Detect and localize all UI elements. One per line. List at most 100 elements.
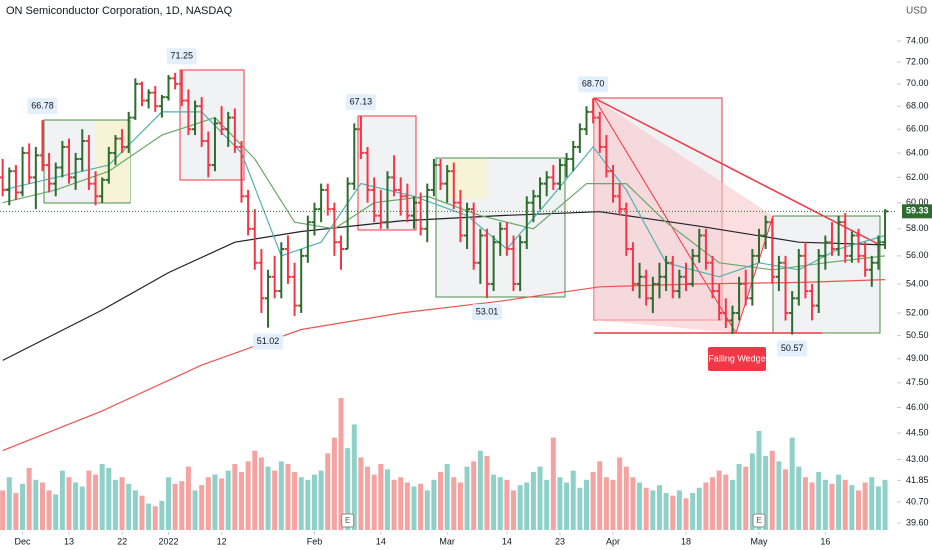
volume-bar [610, 479, 616, 530]
volume-bar [537, 466, 543, 530]
volume-bar [769, 450, 775, 530]
ohlc-bar [238, 140, 245, 203]
last-price-label: 59.33 [906, 206, 929, 216]
price-label-box [471, 304, 502, 321]
ohlc-bar [789, 291, 796, 335]
volume-bar [656, 485, 662, 530]
volume-bar [643, 487, 649, 530]
ohlc-bar [537, 177, 544, 210]
chart-title: ON Semiconductor Corporation, 1D, NASDAQ [6, 5, 233, 17]
x-tick-label: Feb [307, 536, 323, 546]
volume-bar [126, 483, 132, 530]
moving-average-line [2, 279, 886, 452]
price-label-box [27, 98, 58, 115]
volume-bar [544, 479, 550, 530]
volume-bar [650, 490, 656, 530]
volume-bar [245, 461, 251, 530]
ohlc-bar [570, 140, 577, 172]
price-label-box [253, 333, 284, 350]
volume-bar [783, 469, 789, 530]
ohlc-bar [616, 183, 623, 216]
volume-bar [305, 479, 311, 530]
volume-bar [20, 483, 26, 530]
volume-bar [471, 461, 477, 530]
ohlc-bar [556, 158, 563, 190]
volume-bar [185, 466, 191, 530]
volume-bar [39, 482, 45, 530]
volume-bar [564, 482, 570, 530]
y-tick-label: 72.00 [906, 56, 929, 66]
moving-average-line [2, 211, 886, 361]
ohlc-bar [417, 192, 424, 236]
volume-bar [318, 470, 324, 530]
volume-bar [457, 482, 463, 530]
volume-bar [670, 495, 676, 530]
ohlc-bar [643, 269, 650, 306]
last-price-box [902, 204, 932, 219]
ohlc-bar [882, 209, 889, 250]
volume-bar [557, 477, 563, 530]
x-tick-label: 23 [555, 536, 565, 546]
ohlc-bar [92, 171, 99, 206]
ohlc-bar [32, 146, 39, 210]
y-tick-label: 50.50 [906, 330, 929, 340]
volume-bar [331, 437, 337, 530]
volume-bar [79, 486, 85, 530]
ohlc-bar [775, 255, 782, 292]
ohlc-bar [862, 242, 869, 277]
ohlc-bar [517, 235, 524, 292]
volume-bar [225, 470, 231, 530]
ohlc-bar [291, 262, 298, 316]
ohlc-bar [437, 158, 444, 190]
ohlc-bar [430, 158, 437, 197]
price-label-box [166, 48, 197, 65]
ohlc-bar [46, 152, 53, 193]
volume-bar [146, 503, 152, 530]
volume-bar [504, 479, 510, 530]
volume-bar [166, 477, 172, 530]
ohlc-bar [105, 146, 112, 184]
ohlc-bar [855, 228, 862, 263]
volume-bar [159, 500, 165, 530]
y-tick-label: 43.00 [906, 454, 929, 464]
volume-bars [0, 398, 888, 530]
ohlc-bar [596, 111, 603, 153]
x-tick-label: May [750, 536, 768, 546]
volume-bar [776, 461, 782, 530]
volume-bar [152, 506, 158, 530]
volume-bar [524, 482, 530, 530]
ohlc-bar [550, 165, 557, 190]
volume-bar [723, 474, 729, 530]
ohlc-bar [377, 189, 384, 229]
volume-bar [205, 477, 211, 530]
ohlc-bar [822, 235, 829, 270]
earnings-label: E [756, 516, 761, 525]
ohlc-bar [364, 146, 371, 203]
volume-bar [590, 471, 596, 530]
y-tick-label: 40.70 [906, 496, 929, 506]
ohlc-bar [218, 106, 225, 136]
ohlc-bar [510, 235, 517, 292]
volume-bar [212, 474, 218, 530]
ohlc-bar [450, 162, 457, 210]
volume-bar [451, 477, 457, 530]
volume-bar [311, 474, 317, 530]
volume-bar [66, 477, 72, 530]
ohlc-bar [0, 158, 6, 197]
ohlc-bar [444, 165, 451, 203]
volume-bar [106, 467, 112, 530]
pattern-label: Falling Wedge [708, 353, 765, 363]
volume-bar [809, 482, 815, 530]
volume-bar [603, 477, 609, 530]
y-tick-label: 64.00 [906, 147, 929, 157]
ohlc-bar [271, 255, 278, 299]
ohlc-bar [590, 98, 597, 124]
ohlc-bar [762, 215, 769, 250]
y-tick-label: 46.00 [906, 402, 929, 412]
ohlc-bar [815, 249, 822, 313]
volume-bar [33, 479, 39, 530]
price-label: 51.02 [257, 336, 280, 346]
price-label-box [578, 76, 609, 93]
ohlc-bar [19, 146, 26, 197]
ohlc-bar [749, 249, 756, 306]
